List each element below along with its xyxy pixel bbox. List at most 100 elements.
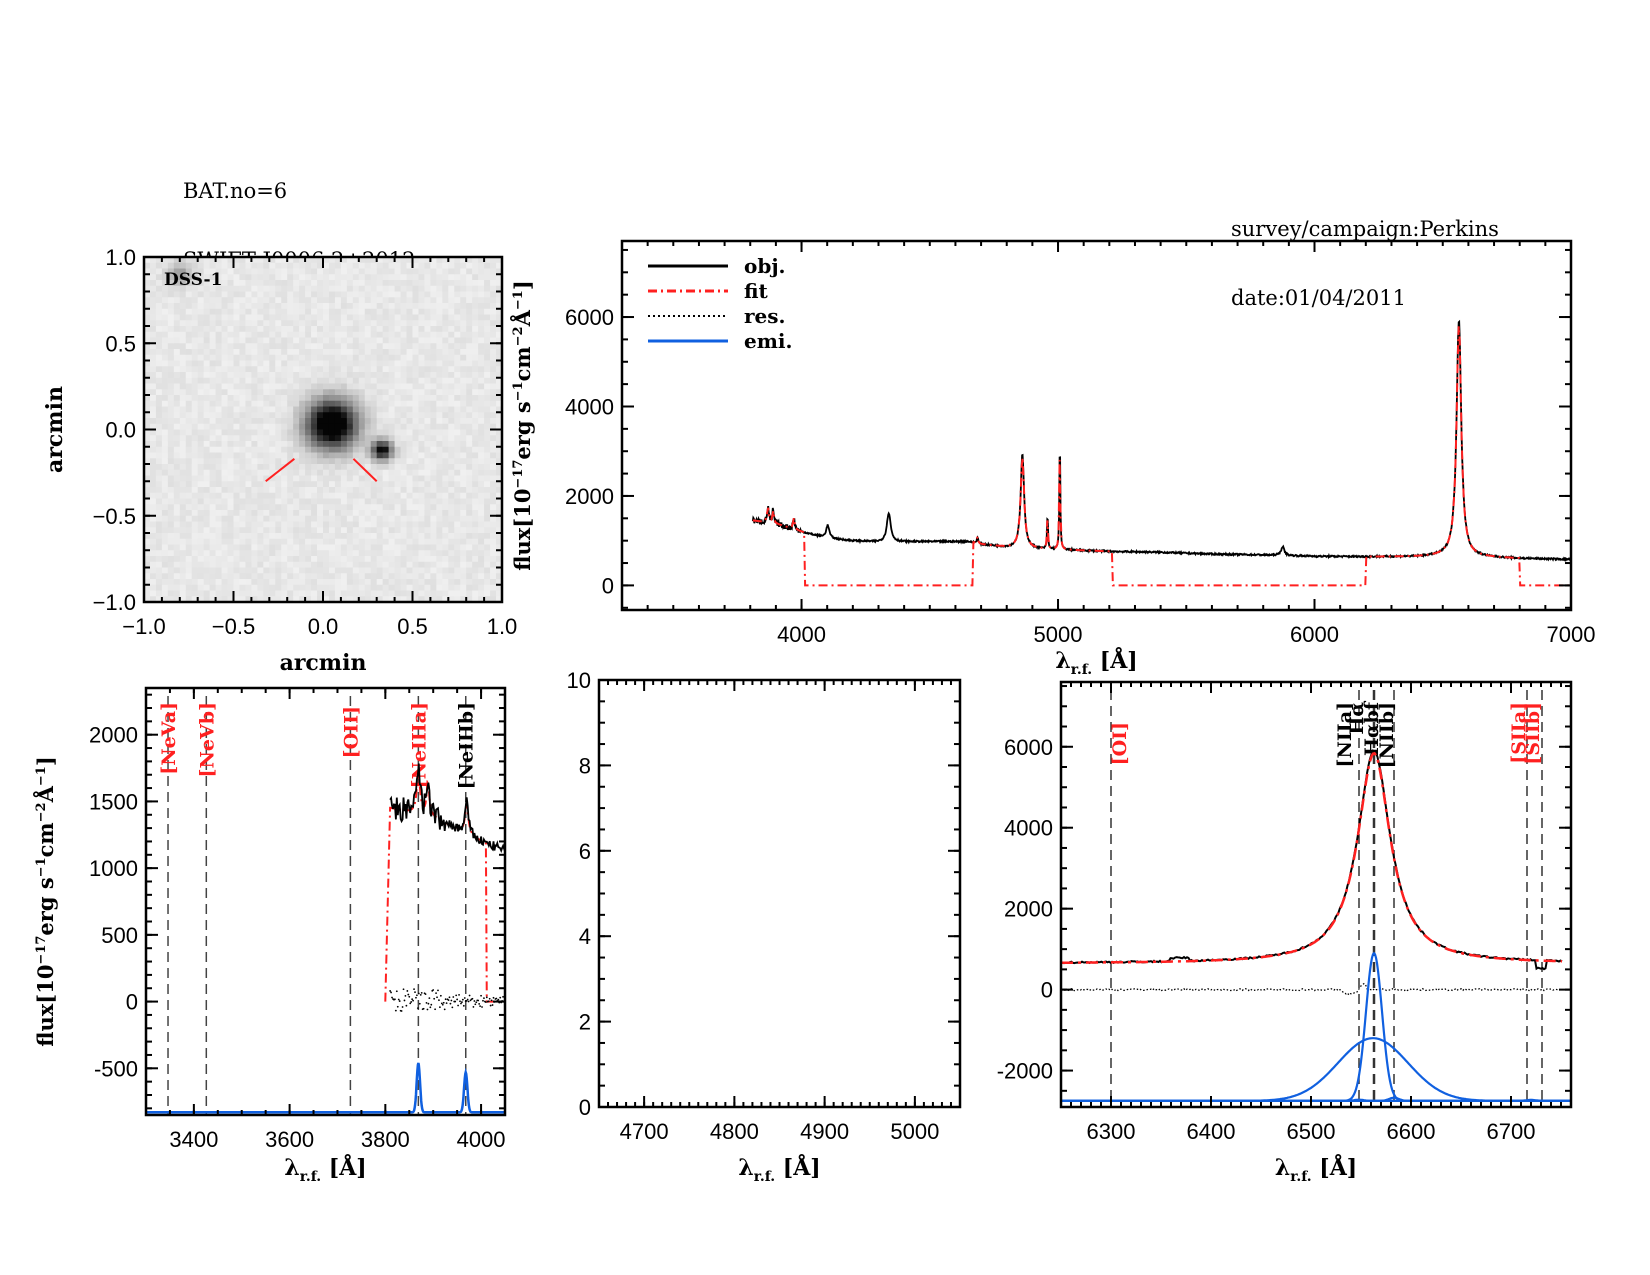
- image-pixel: [424, 435, 431, 442]
- image-pixel: [340, 423, 348, 431]
- image-pixel: [203, 412, 211, 419]
- image-pixel: [161, 326, 169, 333]
- image-pixel: [185, 262, 193, 270]
- image-pixel: [167, 504, 175, 511]
- image-pixel: [478, 515, 485, 523]
- image-pixel: [436, 458, 443, 465]
- image-pixel: [317, 550, 324, 557]
- image-pixel: [311, 366, 318, 373]
- image-pixel: [209, 326, 217, 333]
- image-pixel: [311, 389, 318, 396]
- image-pixel: [460, 573, 467, 580]
- image-pixel: [203, 331, 211, 339]
- image-pixel: [287, 579, 294, 586]
- image-pixel: [179, 481, 187, 488]
- image-pixel: [239, 556, 247, 563]
- image-pixel: [144, 452, 151, 459]
- image-pixel: [167, 343, 175, 350]
- image-pixel: [328, 458, 336, 465]
- image-pixel: [370, 464, 378, 471]
- image-pixel: [328, 492, 336, 500]
- image-pixel: [155, 584, 163, 592]
- image-pixel: [197, 573, 205, 580]
- image-pixel: [191, 418, 199, 425]
- image-pixel: [209, 366, 217, 373]
- image-pixel: [275, 481, 282, 488]
- image-pixel: [191, 596, 199, 603]
- image-pixel: [209, 395, 217, 402]
- image-pixel: [370, 458, 378, 465]
- image-pixel: [215, 372, 223, 379]
- image-pixel: [460, 441, 467, 448]
- residual-point: [502, 995, 504, 998]
- image-pixel: [185, 418, 193, 425]
- image-pixel: [161, 423, 169, 431]
- image-pixel: [305, 475, 312, 482]
- image-pixel: [400, 360, 408, 367]
- image-pixel: [472, 573, 479, 580]
- image-pixel: [460, 435, 467, 442]
- image-pixel: [484, 280, 491, 287]
- image-pixel: [346, 383, 354, 390]
- image-pixel: [239, 492, 247, 500]
- image-pixel: [239, 377, 247, 385]
- image-pixel: [496, 274, 503, 281]
- image-pixel: [460, 452, 467, 459]
- image-pixel: [352, 285, 360, 293]
- image-pixel: [328, 538, 336, 546]
- image-pixel: [466, 550, 473, 557]
- image-pixel: [358, 590, 366, 597]
- image-pixel: [161, 280, 169, 287]
- image-pixel: [209, 320, 217, 327]
- image-pixel: [179, 452, 187, 459]
- image-pixel: [155, 418, 163, 425]
- image-pixel: [358, 412, 366, 419]
- image-pixel: [346, 297, 354, 304]
- image-pixel: [484, 527, 491, 534]
- image-pixel: [436, 567, 443, 574]
- image-pixel: [472, 314, 479, 321]
- image-pixel: [430, 550, 437, 557]
- image-pixel: [394, 297, 402, 304]
- image-pixel: [496, 492, 503, 500]
- image-pixel: [299, 291, 306, 298]
- image-pixel: [346, 349, 354, 356]
- image-pixel: [149, 262, 157, 270]
- image-pixel: [251, 521, 258, 528]
- image-pixel: [490, 527, 497, 534]
- image-pixel: [215, 360, 223, 367]
- image-pixel: [227, 297, 235, 304]
- image-pixel: [275, 314, 282, 321]
- image-pixel: [346, 469, 354, 477]
- image-pixel: [364, 475, 372, 482]
- image-pixel: [155, 498, 163, 505]
- image-pixel: [340, 337, 348, 344]
- image-pixel: [155, 446, 163, 454]
- image-pixel: [179, 429, 187, 436]
- image-pixel: [239, 538, 247, 546]
- image-pixel: [334, 262, 342, 270]
- image-pixel: [460, 395, 467, 402]
- image-pixel: [251, 556, 258, 563]
- image-pixel: [454, 550, 461, 557]
- image-pixel: [466, 331, 473, 339]
- image-pixel: [323, 596, 330, 603]
- image-pixel: [251, 395, 258, 402]
- image-pixel: [352, 262, 360, 270]
- image-pixel: [424, 452, 431, 459]
- image-pixel: [364, 320, 372, 327]
- image-pixel: [400, 280, 408, 287]
- image-panel: −1.0 −0.5 0.0 0.5 1.0−1.0−0.50.00.51.0DSS-1a…: [42, 245, 517, 676]
- residual-point: [483, 997, 485, 1000]
- image-pixel: [233, 320, 241, 327]
- image-pixel: [424, 446, 431, 454]
- image-pixel: [185, 458, 193, 465]
- image-pixel: [257, 308, 264, 316]
- image-pixel: [454, 326, 461, 333]
- line-label: [OI]: [1109, 722, 1131, 765]
- image-pixel: [155, 274, 163, 281]
- image-pixel: [251, 280, 258, 287]
- image-pixel: [436, 550, 443, 557]
- image-pixel: [275, 550, 282, 557]
- image-pixel: [484, 538, 491, 546]
